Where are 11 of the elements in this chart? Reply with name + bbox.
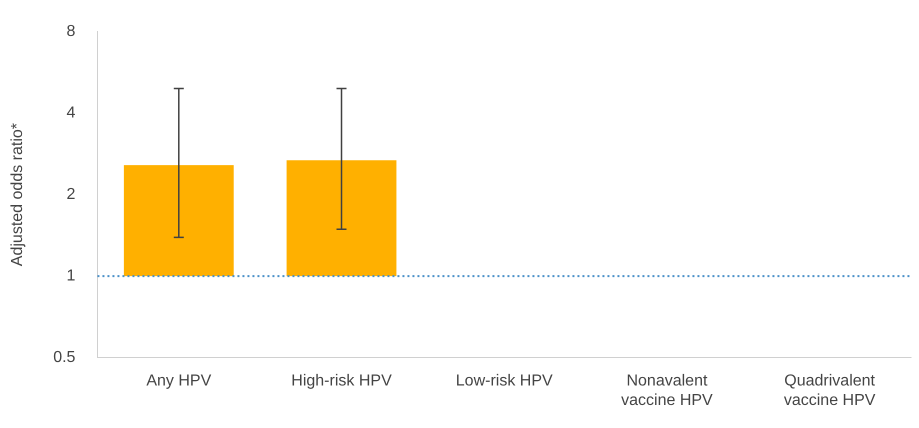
y-tick-label: 8 bbox=[66, 23, 76, 40]
x-tick-label: Quadrivalent vaccine HPV bbox=[784, 372, 876, 409]
x-tick-label: High-risk HPV bbox=[291, 372, 392, 390]
x-tick-label: Nonavalent vaccine HPV bbox=[621, 372, 714, 409]
y-tick-label: 1 bbox=[66, 268, 76, 285]
y-tick-label: 2 bbox=[66, 186, 76, 204]
y-tick-label: 0.5 bbox=[53, 349, 76, 366]
x-tick-label: Any HPV bbox=[146, 372, 212, 390]
x-tick-label: Low-risk HPV bbox=[456, 372, 553, 390]
y-axis-title: Adjusted odds ratio* bbox=[9, 123, 26, 266]
y-tick-label: 4 bbox=[66, 104, 76, 122]
